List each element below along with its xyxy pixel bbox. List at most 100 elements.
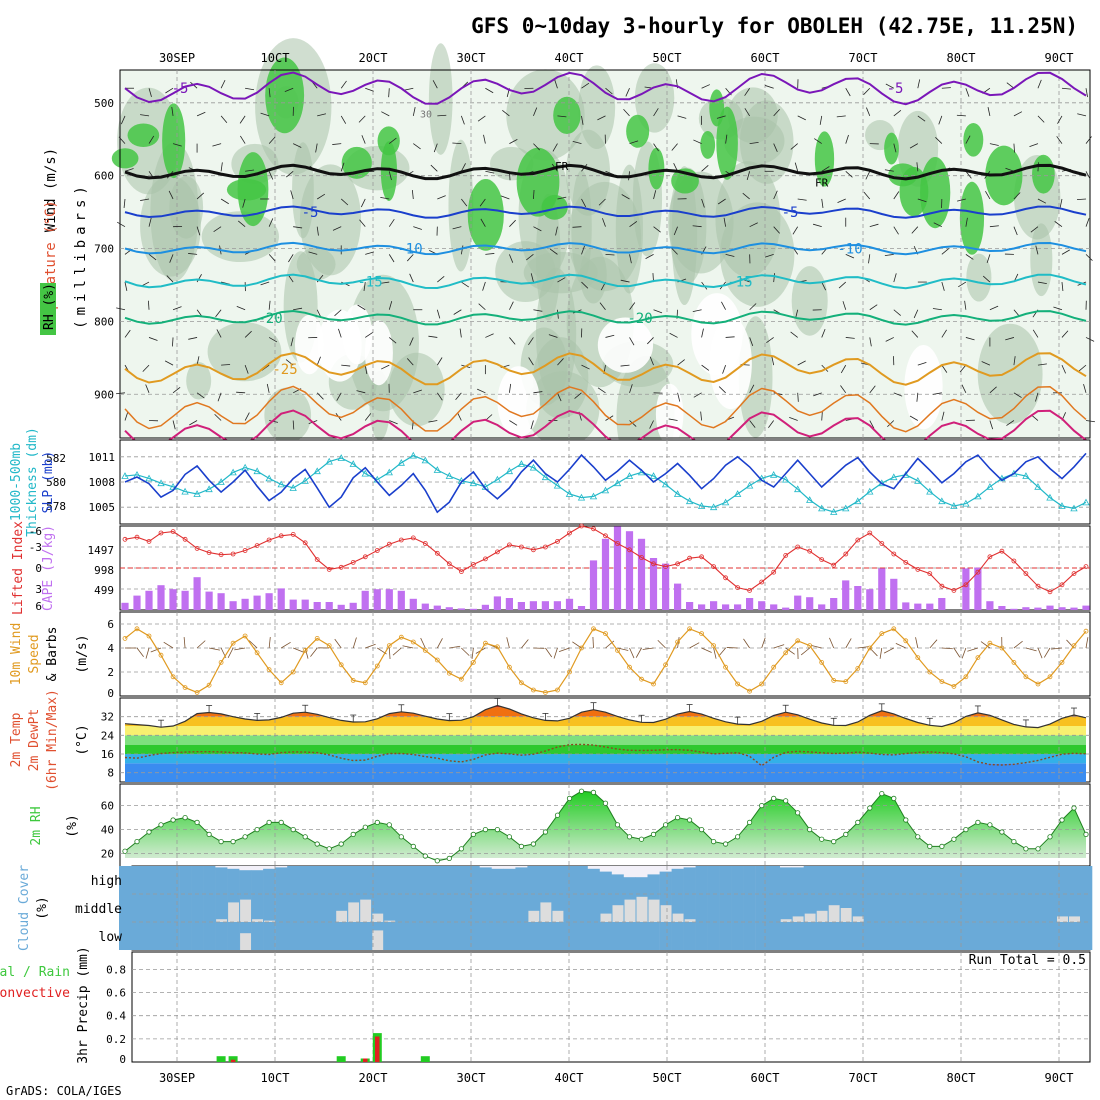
- wind-speed-point: [615, 648, 620, 653]
- rh2m-point: [783, 798, 789, 804]
- rh-shade-blob: [428, 43, 453, 155]
- lifted-index-point: [230, 551, 236, 557]
- cloud-high-bar: [419, 866, 432, 894]
- wind-barb-icon: [773, 226, 780, 234]
- cloud-row-fill: [155, 894, 168, 922]
- wind-barb-icon: [509, 301, 514, 310]
- wind-barb-icon: [268, 254, 276, 262]
- wind-barb-icon: [653, 309, 663, 314]
- wind-speed-point: [458, 676, 464, 682]
- precip-convective-bar: [230, 1059, 236, 1062]
- wind-barb-icon: [766, 337, 774, 344]
- cloud-high-bar: [767, 866, 780, 894]
- wind-speed-point: [302, 648, 308, 653]
- thickness-point: [866, 487, 874, 495]
- wind-barb-icon: [1013, 392, 1022, 398]
- precip-tick-label: 0.4: [106, 1010, 126, 1023]
- cloud-row-fill: [767, 922, 780, 950]
- wind-speed-point: [122, 636, 128, 641]
- cloud-row-fill: [1031, 922, 1045, 950]
- rh2m-point: [819, 836, 825, 842]
- wind-barb-icon: [268, 171, 274, 180]
- wind-barb-icon: [316, 226, 319, 236]
- lifted-index-point: [218, 552, 224, 558]
- cloud-row-fill: [995, 894, 1009, 922]
- cape-bar: [878, 568, 886, 610]
- wind-barb-icon: [692, 225, 702, 228]
- wind-barb-icon: [956, 114, 966, 117]
- thickness-point: [565, 490, 574, 497]
- rh2m-point: [626, 834, 633, 840]
- cloud-high-bar: [599, 871, 612, 894]
- lifted-index-point: [1035, 583, 1041, 589]
- wind-barb-icon: [623, 108, 630, 117]
- wind-barb-icon: [933, 222, 943, 228]
- wind-barb-icon: [743, 638, 750, 649]
- lifted-index-point: [723, 575, 728, 581]
- wind-speed-point: [975, 655, 981, 660]
- wind-barb-icon: [845, 253, 855, 259]
- cloud-middle-bar: [636, 896, 648, 922]
- cloud-row-fill: [119, 922, 132, 950]
- bottom-time-tick: 30CT: [457, 1071, 486, 1085]
- cloud-row-fill: [1019, 894, 1033, 922]
- wind-barb-icon: [865, 171, 871, 180]
- wind-barb-icon: [509, 219, 516, 227]
- rh-shade-blob: [264, 387, 312, 444]
- stability-panel: -6 -3 0 3 6 1497 998 499 Lifted Index CAPE (J/k…: [11, 521, 1091, 615]
- cloud-row-fill: [1080, 922, 1093, 950]
- rh2m-point: [410, 843, 416, 850]
- wind-speed-point: [939, 679, 945, 684]
- precip-total-bar: [216, 1056, 226, 1062]
- wind-barb-icon: [1054, 221, 1063, 227]
- rh2m-point: [566, 795, 573, 802]
- wind-barb-icon: [388, 88, 390, 98]
- contour-blue: [124, 205, 1087, 219]
- wind-barb-icon: [840, 385, 847, 394]
- wind-speed-point: [771, 664, 777, 670]
- contour-purple-label: -5: [172, 81, 189, 97]
- cape-bar: [301, 599, 309, 610]
- cloud-high-bar: [983, 866, 997, 894]
- wind-barb-icon: [268, 136, 276, 144]
- wind-speed-point: [326, 643, 332, 648]
- cloud-row-fill: [323, 922, 336, 950]
- rh2m-point: [494, 826, 500, 833]
- cloud-row-fill: [311, 922, 324, 950]
- cloud-high-bar: [851, 866, 865, 894]
- cape-bar: [625, 531, 634, 610]
- wind-barb-icon: [989, 225, 999, 228]
- wind-barb-icon: [215, 309, 222, 318]
- wind-barb-icon: [315, 143, 318, 153]
- cape-bar: [469, 608, 477, 610]
- wind-barb-icon: [436, 357, 443, 366]
- thickness-tick-label: 582: [46, 452, 66, 465]
- wind-barb-icon: [838, 281, 847, 289]
- wind-barb-icon: [209, 647, 220, 651]
- thickness-point: [661, 480, 670, 488]
- thickness-point: [433, 466, 441, 473]
- cloud-high-bar: [287, 866, 300, 894]
- wind-barb-icon: [413, 226, 422, 230]
- wind-barb-icon: [365, 332, 373, 338]
- cloud-row-fill: [143, 894, 156, 922]
- wind-barb-icon: [1085, 136, 1092, 144]
- wind-barb-icon: [480, 218, 486, 227]
- lifted-index-point: [579, 523, 584, 529]
- wind-barb-icon: [1037, 79, 1042, 89]
- cape-bar: [1034, 607, 1042, 610]
- cape-bar: [289, 599, 297, 610]
- lifted-index-point: [603, 533, 608, 539]
- bottom-time-tick: 80CT: [947, 1071, 976, 1085]
- contour-green-label: -20: [257, 311, 282, 327]
- wind-speed-point: [687, 626, 692, 632]
- cloud-label: Cloud Cover: [17, 865, 32, 951]
- cloud-row-fill: [287, 922, 300, 950]
- wind-barb-icon: [549, 248, 558, 255]
- wind-barb-icon: [148, 135, 155, 144]
- temp-band: [125, 726, 1086, 736]
- cloud-row-fill: [971, 922, 985, 950]
- wind-barb-icon: [749, 222, 758, 228]
- cloud-high-bar: [311, 866, 324, 894]
- wind-barb-icon: [629, 384, 633, 393]
